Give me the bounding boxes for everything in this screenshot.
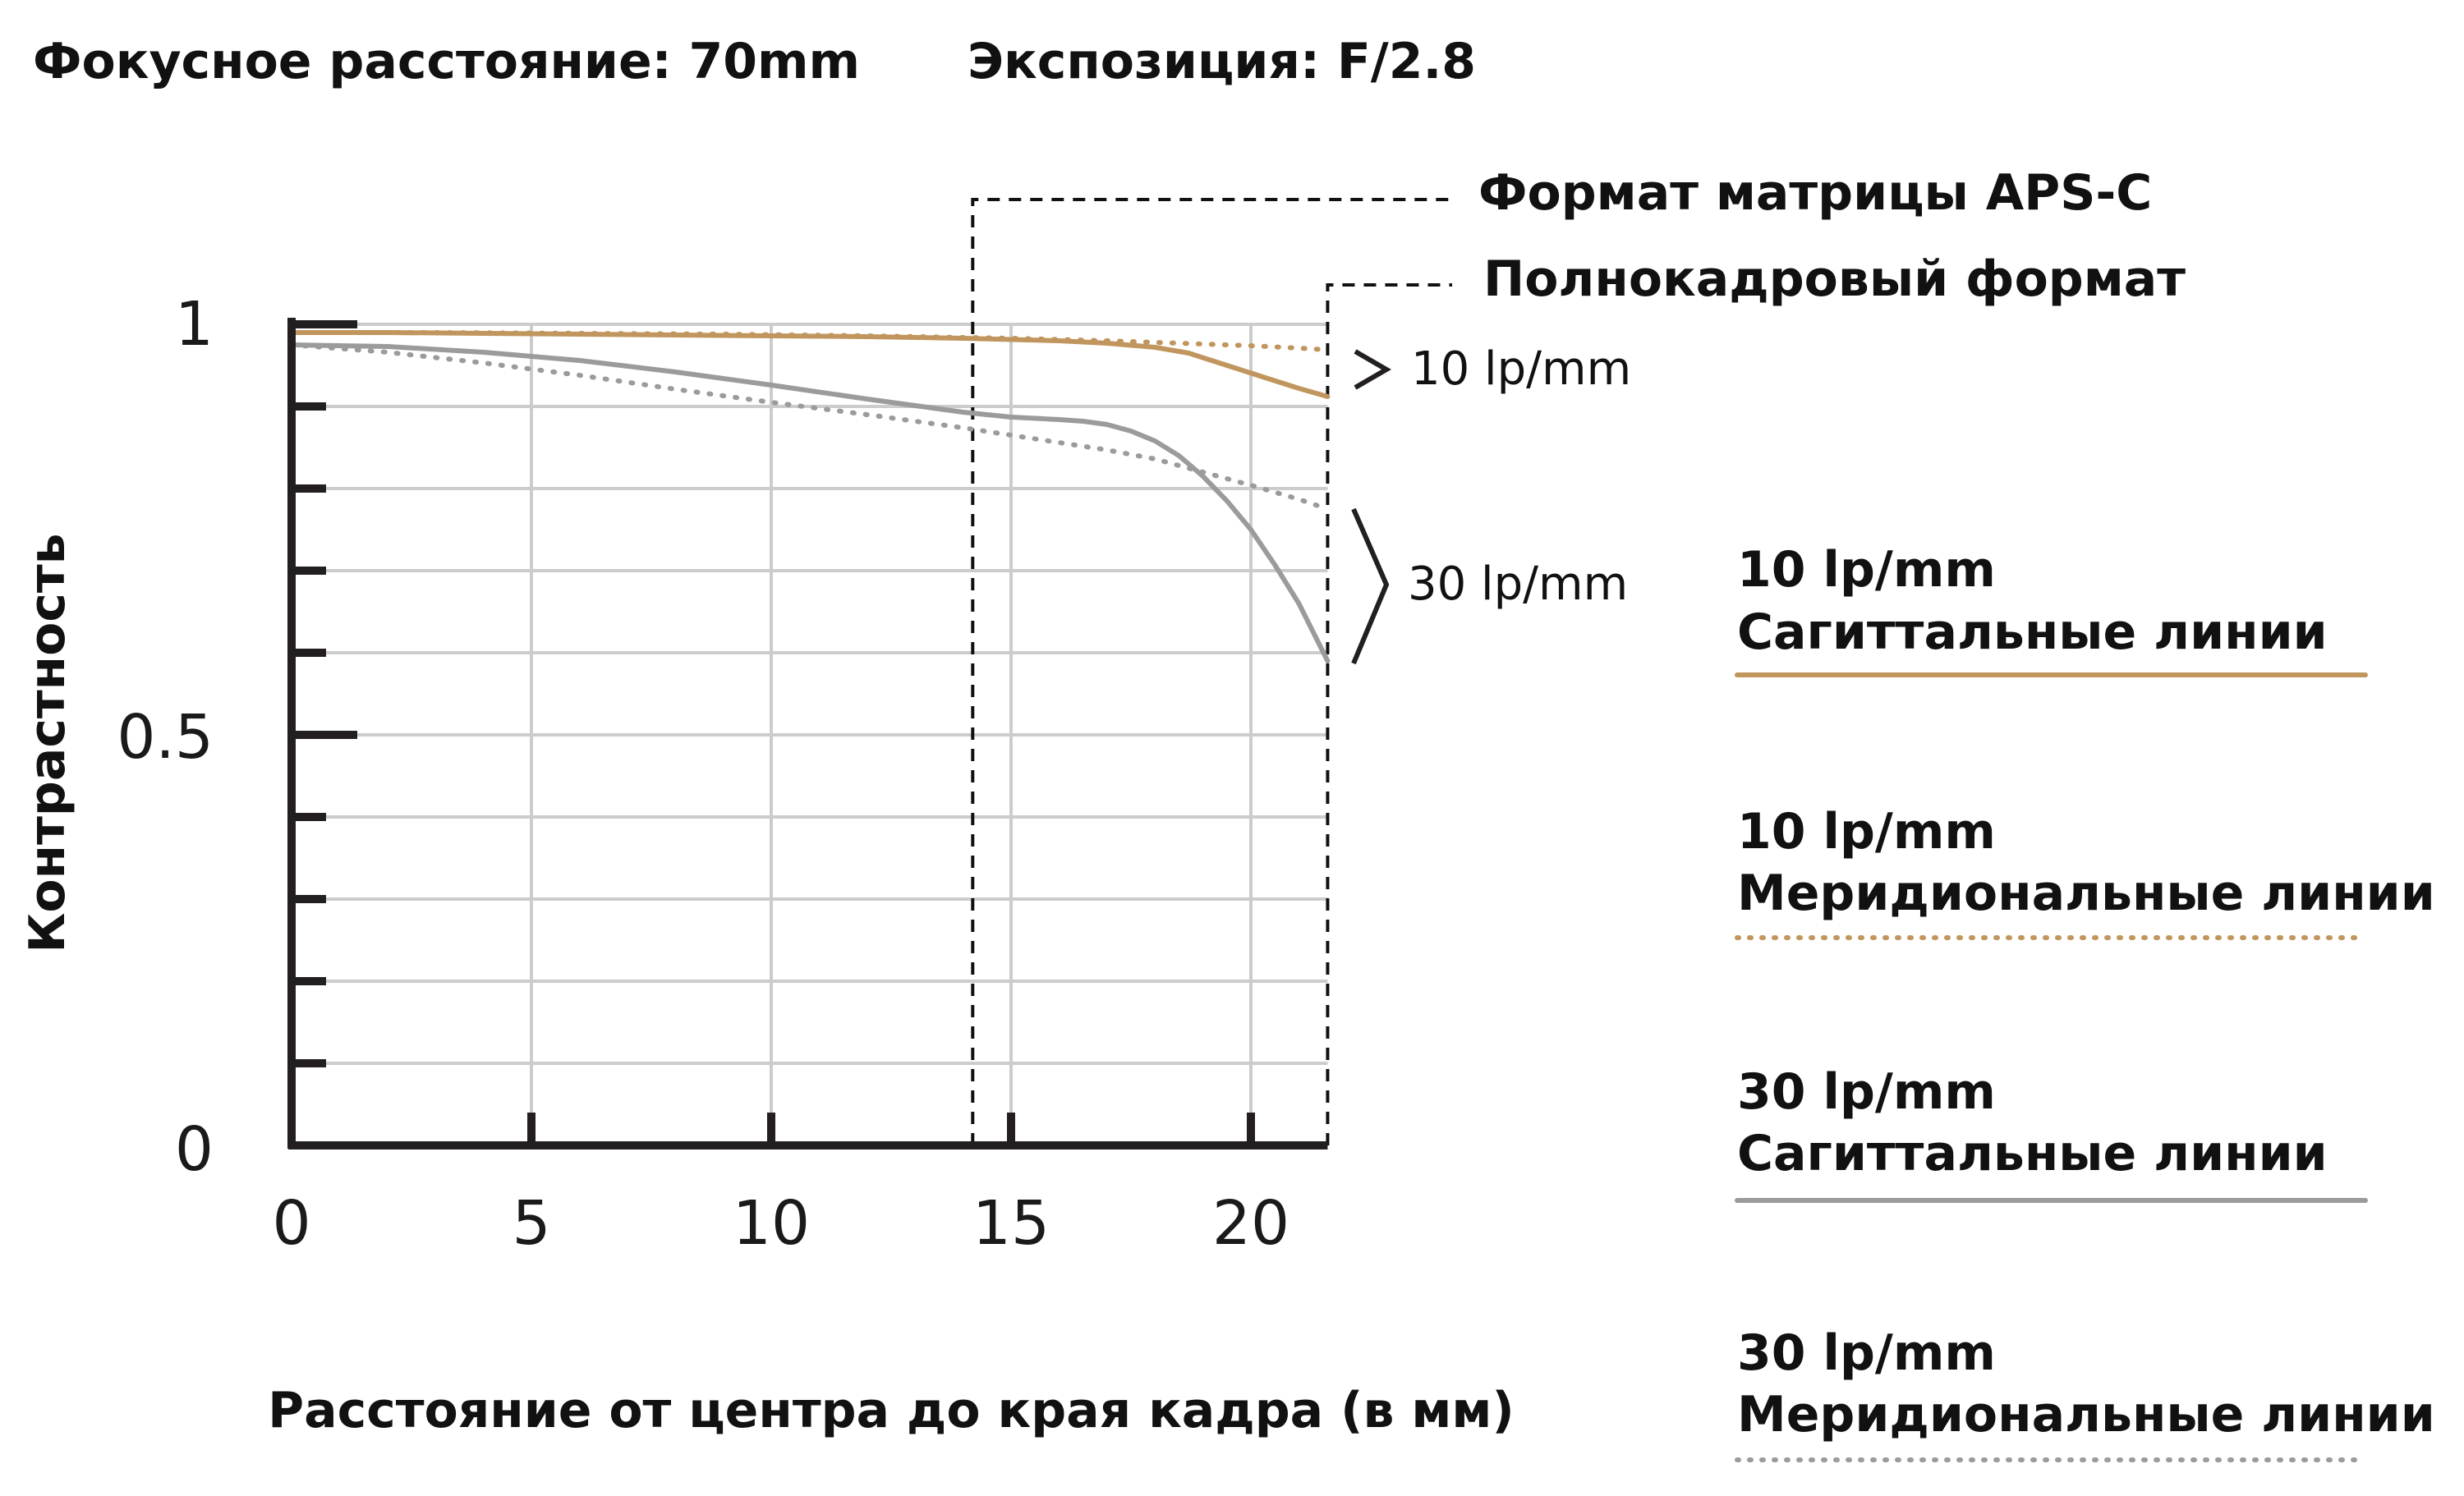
x-tick-label: 5 (512, 1188, 550, 1259)
full-frame-marker-line (1326, 283, 1452, 1145)
legend-freq-2: 10 lp/mm (1737, 803, 1996, 860)
legend-type-2: Меридиональные линии (1737, 865, 2435, 922)
y-tick-label: 1 (175, 289, 214, 360)
legend-freq-3: 30 lp/mm (1737, 1063, 1996, 1121)
x-axis-title: Расстояние от центра до края кадра (в мм… (268, 1382, 1515, 1439)
series-line-4 (289, 342, 1331, 512)
y-tick-label: 0 (175, 1114, 214, 1185)
full-frame-label: Полнокадровый формат (1483, 250, 2186, 308)
freq-label-30lp: 30 lp/mm (1408, 558, 1628, 611)
axes (287, 318, 1328, 1150)
x-tick-label: 15 (972, 1188, 1050, 1259)
series-line-2 (289, 330, 1331, 352)
y-tick-label: 0.5 (117, 702, 214, 773)
legend-type-1: Сагиттальные линии (1737, 603, 2328, 661)
series-lines (289, 330, 1331, 663)
legend-type-3: Сагиттальные линии (1737, 1125, 2328, 1182)
aperture-label: Экспозиция: F/2.8 (968, 33, 1477, 90)
legend-freq-4: 30 lp/mm (1737, 1324, 1996, 1382)
series-line-3 (289, 342, 1331, 663)
aps-c-marker-line (971, 198, 1452, 1145)
focal-length-label: Фокусное расстояние: 70mm (33, 33, 861, 90)
bracket-10lp (1354, 349, 1391, 390)
chart-labels: Формат матрицы APS-C Полнокадровый формат… (19, 164, 2186, 1439)
y-axis-title: Контрастность (19, 533, 76, 952)
aps-c-label: Формат матрицы APS-C (1478, 164, 2152, 222)
x-tick-label: 10 (733, 1188, 810, 1259)
format-markers (971, 198, 1452, 1145)
x-tick-label: 20 (1212, 1188, 1289, 1259)
bracket-30lp (1351, 507, 1390, 665)
grid (292, 323, 1328, 1145)
legend-freq-1: 10 lp/mm (1737, 541, 1996, 599)
freq-label-10lp: 10 lp/mm (1411, 342, 1631, 396)
x-tick-label: 0 (272, 1188, 310, 1259)
legend-type-4: Меридиональные линии (1737, 1386, 2435, 1443)
